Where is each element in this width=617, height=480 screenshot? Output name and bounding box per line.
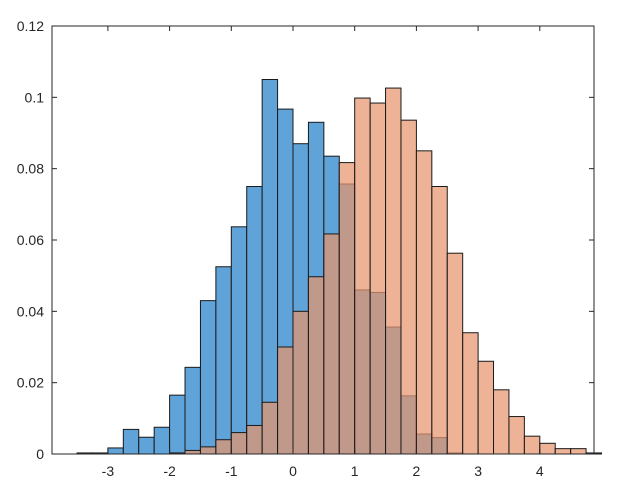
y-tick-label: 0.04 [17, 303, 44, 319]
histogram-bar [446, 252, 464, 455]
histogram-bar [415, 150, 433, 455]
histogram-bar [431, 186, 448, 455]
x-tick-label: -2 [163, 463, 176, 479]
y-tick-label: 0.08 [17, 161, 44, 177]
x-tick-label: 0 [289, 463, 297, 479]
histogram-bar [539, 442, 556, 455]
histogram-bar [523, 435, 541, 455]
histogram-bar [338, 162, 356, 455]
histogram-bar [462, 332, 479, 455]
histogram-bar [215, 266, 232, 455]
histogram-bar [292, 310, 309, 455]
histogram-bar [323, 233, 340, 455]
histogram-bar [184, 366, 201, 455]
x-tick-label: 3 [474, 463, 482, 479]
histogram-bar [230, 226, 248, 455]
histogram-bar [277, 346, 294, 455]
histogram-bar [400, 119, 417, 455]
histogram-bar [493, 389, 510, 455]
histogram-bar [477, 360, 495, 455]
histogram-bar [107, 447, 124, 455]
histogram-bar [138, 436, 155, 455]
histogram-bar [385, 87, 402, 455]
x-tick-label: 2 [413, 463, 421, 479]
y-axis-ticks: 0 0.02 0.04 0.06 0.08 0.1 0.12 [17, 18, 594, 462]
y-tick-label: 0 [36, 446, 44, 462]
histogram-bar [246, 424, 263, 455]
x-tick-label: -3 [102, 463, 115, 479]
y-tick-label: 0.12 [17, 18, 44, 34]
y-tick-label: 0.02 [17, 375, 44, 391]
histogram-bar [215, 439, 232, 455]
histogram-bar [570, 448, 587, 455]
histogram-bar [554, 448, 572, 455]
x-axis-ticks: -3 -2 -1 0 1 2 3 4 [102, 26, 544, 479]
histogram-bar [354, 97, 371, 455]
x-tick-label: -1 [225, 463, 238, 479]
histogram-bar [307, 276, 325, 455]
histogram-bar [169, 394, 186, 455]
x-tick-label: 4 [536, 463, 544, 479]
histogram-bar [184, 449, 201, 455]
histogram-bar [369, 102, 387, 455]
histogram-bar [261, 401, 279, 455]
histogram-bar [199, 446, 217, 455]
histogram-bar [261, 79, 279, 455]
histogram-bar [508, 416, 525, 455]
y-tick-label: 0.1 [25, 89, 45, 105]
histogram-bar [153, 426, 171, 455]
histogram-bar [230, 432, 248, 455]
histogram-bar [246, 186, 263, 455]
histogram-bar [122, 428, 140, 455]
histogram-bar [199, 300, 217, 455]
y-tick-label: 0.06 [17, 232, 44, 248]
x-tick-label: 1 [351, 463, 359, 479]
